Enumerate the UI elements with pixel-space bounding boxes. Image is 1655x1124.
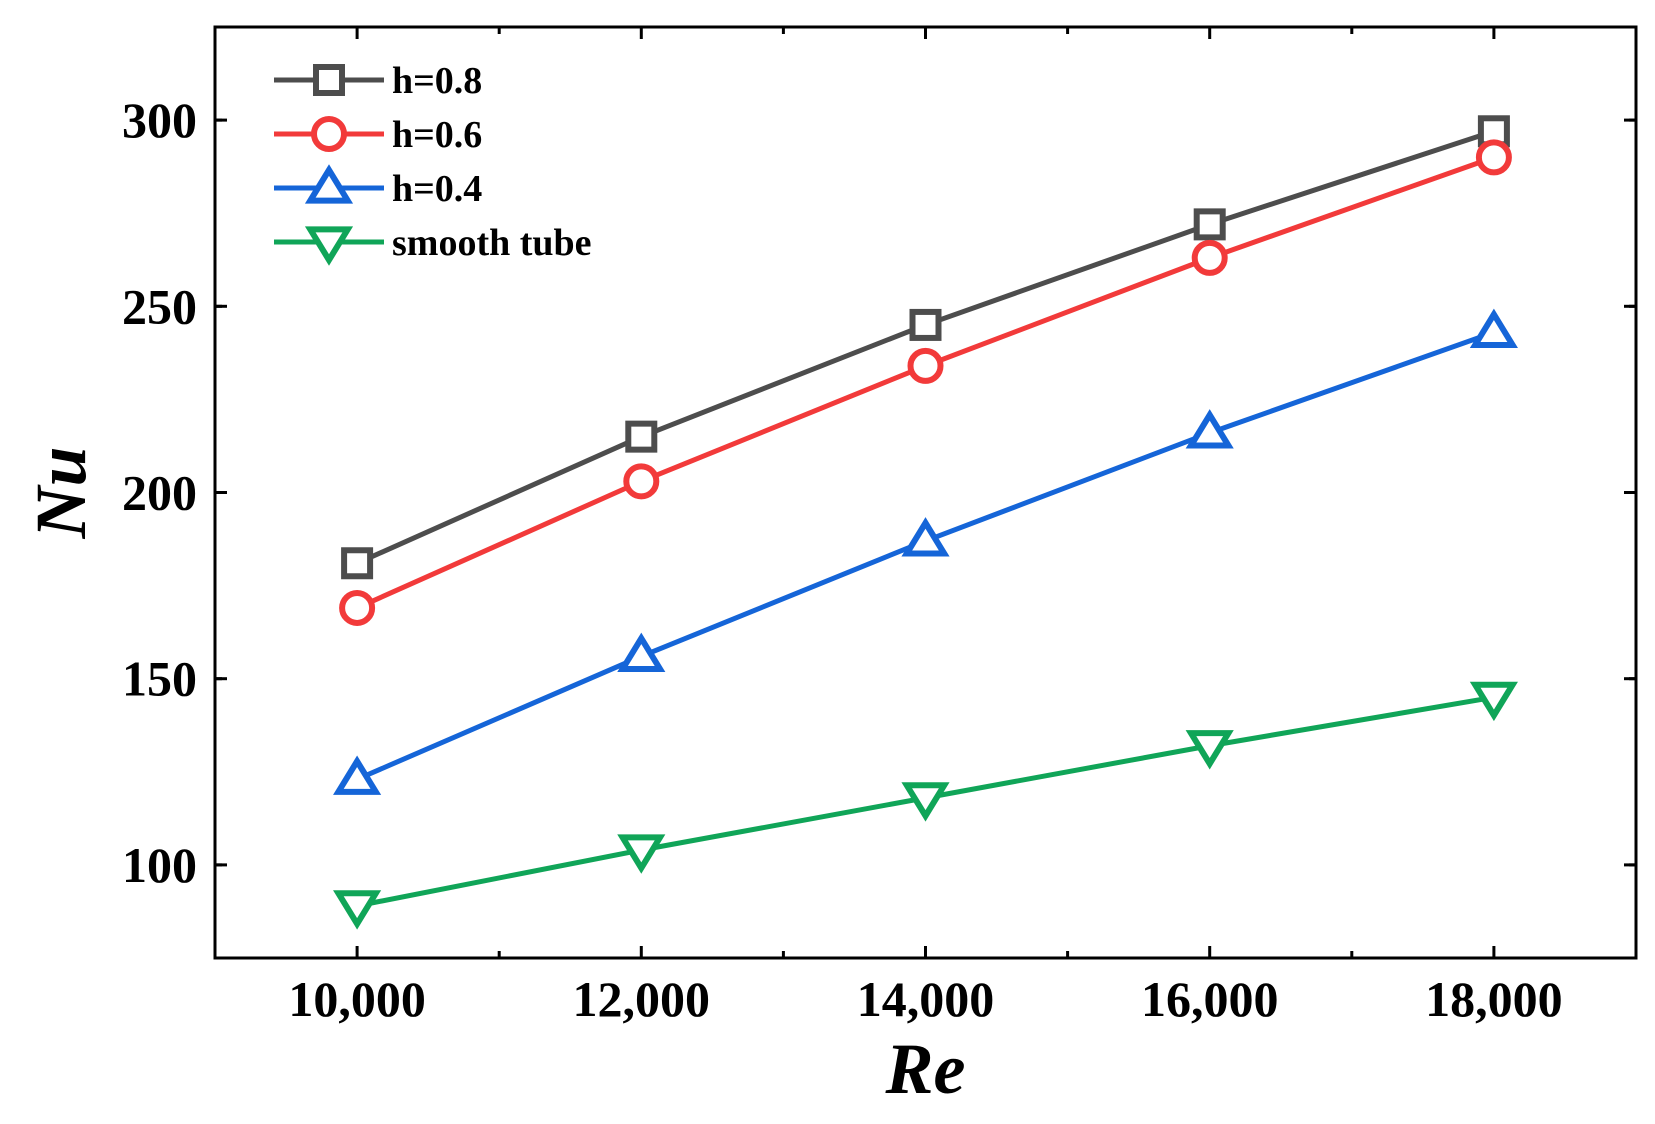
legend-entry-h-0-4: h=0.4 [274,164,482,210]
series-layer [333,115,1518,930]
data-point-h-0-8 [1193,208,1226,241]
legend-label: h=0.6 [392,114,482,156]
series-line-h-0-8 [356,128,1495,566]
data-point-smooth-tube [617,834,666,874]
x-tick-label: 12,000 [573,971,711,1027]
legend: h=0.8 h=0.6 h=0.4 smooth tube [274,60,592,266]
x-tick-label: 14,000 [857,971,995,1027]
legend-label: h=0.8 [392,60,482,102]
legend-marker [304,164,354,204]
data-point-h-0-4 [901,517,950,557]
legend-label: smooth tube [392,222,592,264]
legend-entry-h-0-6: h=0.6 [274,114,482,156]
data-point-h-0-8 [341,547,374,580]
y-tick-label: 300 [122,92,197,148]
data-point-h-0-4 [617,632,666,672]
data-point-smooth-tube [901,782,950,822]
legend-marker [304,226,354,266]
data-point-h-0-8 [909,308,942,341]
data-point-h-0-6 [907,347,944,384]
data-point-smooth-tube [333,890,382,930]
series-h-0-4 [333,308,1518,795]
series-h-0-6 [339,139,1512,626]
y-tick-label: 250 [122,278,197,334]
data-point-h-0-4 [1185,409,1234,449]
data-point-h-0-6 [1191,239,1228,276]
data-point-h-0-6 [623,463,660,500]
x-tick-label: 10,000 [288,971,426,1027]
y-tick-label: 200 [122,465,197,521]
data-point-h-0-6 [1475,139,1512,176]
axes: 10,000 12,000 14,000 16,000 18,000 100 150 200 2… [122,25,1638,1027]
data-point-smooth-tube [1469,681,1518,722]
legend-entry-h-0-8: h=0.8 [274,60,482,102]
x-tick-label: 16,000 [1141,971,1279,1027]
x-tick-label: 18,000 [1425,971,1563,1027]
data-point-h-0-6 [339,589,376,626]
legend-marker [311,116,347,152]
series-smooth-tube [333,681,1518,930]
legend-label: h=0.4 [392,168,482,210]
data-point-h-0-8 [625,420,658,453]
legend-entry-smooth-tube: smooth tube [274,222,592,266]
data-point-h-0-4 [333,755,382,795]
series-h-0-8 [341,115,1510,580]
y-axis-title: Nu [21,446,101,539]
x-axis-title: Re [885,1029,966,1109]
data-point-h-0-4 [1469,308,1518,348]
legend-marker [313,64,345,96]
y-tick-label: 100 [122,837,197,893]
y-tick-label: 150 [122,651,197,707]
data-point-smooth-tube [1185,730,1234,770]
